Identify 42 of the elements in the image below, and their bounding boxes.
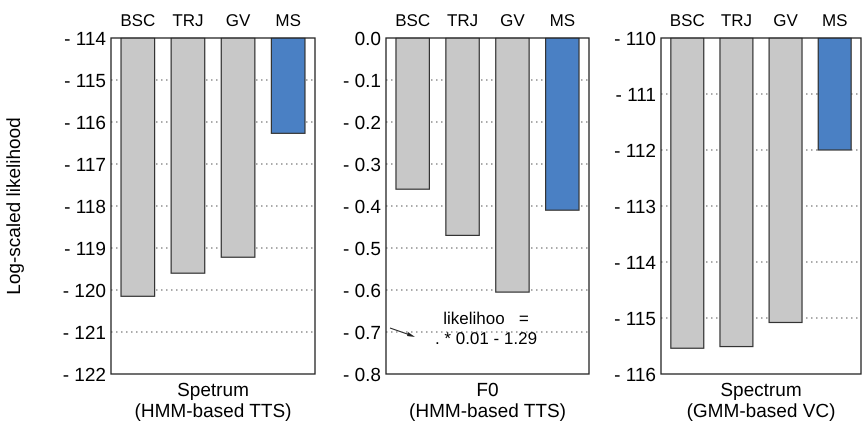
x-tick-label: BSC [670, 11, 705, 30]
x-tick-label: GV [500, 11, 526, 30]
x-tick-label: TRJ [172, 11, 204, 30]
y-tick-label: - 113 [614, 196, 656, 218]
y-tick-label: - 121 [62, 322, 106, 344]
y-tick-label: - 0.5 [342, 238, 381, 260]
y-tick-label: - 114 [64, 28, 106, 50]
y-tick-label: - 112 [614, 140, 656, 162]
y-tick-label: - 0.8 [342, 364, 381, 386]
x-tick-label: MS [822, 11, 848, 30]
x-tick-label: MS [550, 11, 576, 30]
y-tick-label: - 116 [64, 112, 106, 134]
y-tick-label: - 114 [614, 252, 656, 274]
x-axis-title: Spetrum (HMM-based TTS) [134, 380, 292, 422]
x-tick-label: GV [226, 11, 252, 30]
y-tick-label: - 0.2 [342, 112, 381, 134]
x-tick-label: TRJ [720, 11, 752, 30]
y-tick-label: - 0.1 [342, 70, 381, 92]
y-tick-label: - 120 [62, 280, 106, 302]
y-tick-label: - 0.7 [342, 322, 381, 344]
y-tick-label: - 0.3 [342, 154, 381, 176]
annotation: likelihoo = . * 0.01 - 1.29 [434, 309, 538, 348]
x-tick-label: GV [773, 11, 799, 30]
y-tick-label: - 0.6 [342, 280, 381, 302]
y-tick-label: - 110 [614, 28, 656, 50]
x-tick-label: BSC [395, 11, 430, 30]
y-tick-label: 0.0 [354, 28, 381, 50]
x-tick-label: MS [275, 11, 301, 30]
x-tick-label: BSC [120, 11, 156, 30]
y-tick-label: - 116 [614, 364, 656, 386]
x-tick-label: TRJ [446, 11, 478, 30]
y-tick-label: - 111 [616, 84, 656, 106]
y-tick-label: - 119 [64, 238, 106, 260]
y-tick-label: - 115 [614, 308, 656, 330]
x-axis-title: Spectrum (GMM-based VC) [686, 380, 836, 422]
y-axis-title: Log-scaled likelihood [4, 117, 25, 295]
x-axis-title: F0 (HMM-based TTS) [409, 380, 566, 422]
y-tick-label: - 0.4 [342, 196, 382, 218]
y-tick-label: - 117 [64, 154, 106, 176]
y-tick-label: - 122 [62, 364, 106, 386]
y-tick-label: - 118 [64, 196, 106, 218]
y-tick-label: - 115 [64, 70, 106, 92]
